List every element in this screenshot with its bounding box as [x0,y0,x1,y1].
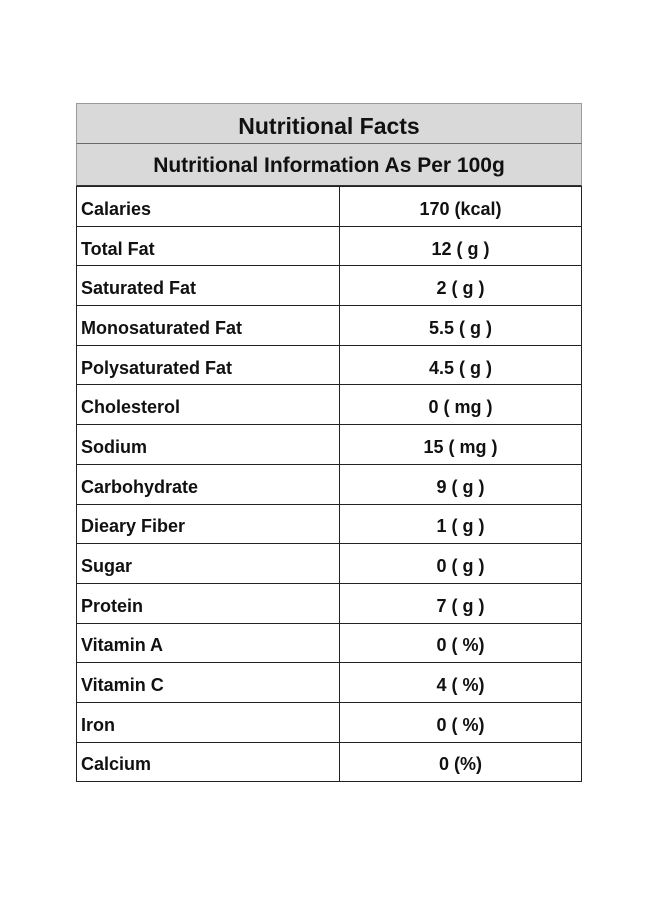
nutrient-value: 0 ( mg ) [339,384,582,426]
table-row: Dieary Fiber 1 ( g ) [76,503,582,545]
nutrient-name: Vitamin A [76,622,340,664]
nutrition-title: Nutritional Facts [76,103,582,144]
nutrient-value: 4 ( %) [339,662,582,703]
table-row: Carbohydrate 9 ( g ) [76,463,582,505]
table-row: Total Fat 12 ( g ) [76,225,582,267]
nutrient-name: Vitamin C [76,662,340,703]
nutrient-value: 15 ( mg ) [339,424,582,465]
nutrient-name: Polysaturated Fat [76,344,340,386]
table-row: Saturated Fat 2 ( g ) [76,265,582,307]
nutrient-value: 1 ( g ) [339,503,582,545]
table-row: Polysaturated Fat 4.5 ( g ) [76,344,582,386]
nutrient-value: 0 ( g ) [339,543,582,584]
nutrition-subtitle: Nutritional Information As Per 100g [76,144,582,186]
table-row: Monosaturated Fat 5.5 ( g ) [76,305,582,346]
nutrient-name: Calaries [76,186,340,227]
table-row: Protein 7 ( g ) [76,582,582,624]
nutrition-table: Calaries 170 (kcal) Total Fat 12 ( g ) S… [76,186,582,783]
nutrient-name: Carbohydrate [76,463,340,505]
table-row: Sodium 15 ( mg ) [76,424,582,465]
nutrient-name: Cholesterol [76,384,340,426]
table-row: Vitamin C 4 ( %) [76,662,582,703]
nutrient-name: Saturated Fat [76,265,340,307]
table-row: Cholesterol 0 ( mg ) [76,384,582,426]
nutrient-name: Protein [76,582,340,624]
table-row: Iron 0 ( %) [76,701,582,743]
nutrient-value: 170 (kcal) [339,186,582,227]
nutrient-value: 9 ( g ) [339,463,582,505]
nutrient-name: Sodium [76,424,340,465]
table-row: Vitamin A 0 ( %) [76,622,582,664]
nutrient-value: 2 ( g ) [339,265,582,307]
nutrient-value: 0 ( %) [339,701,582,743]
nutrient-name: Calcium [76,741,340,783]
nutrient-name: Sugar [76,543,340,584]
nutrient-name: Total Fat [76,225,340,267]
nutrient-name: Iron [76,701,340,743]
nutrient-value: 7 ( g ) [339,582,582,624]
nutrient-name: Dieary Fiber [76,503,340,545]
table-row: Calaries 170 (kcal) [76,186,582,227]
nutrition-facts-panel: Nutritional Facts Nutritional Informatio… [76,103,582,783]
nutrient-value: 5.5 ( g ) [339,305,582,346]
nutrient-value: 4.5 ( g ) [339,344,582,386]
table-row: Calcium 0 (%) [76,741,582,783]
nutrient-name: Monosaturated Fat [76,305,340,346]
nutrient-value: 0 (%) [339,741,582,783]
nutrient-value: 0 ( %) [339,622,582,664]
nutrient-value: 12 ( g ) [339,225,582,267]
table-row: Sugar 0 ( g ) [76,543,582,584]
